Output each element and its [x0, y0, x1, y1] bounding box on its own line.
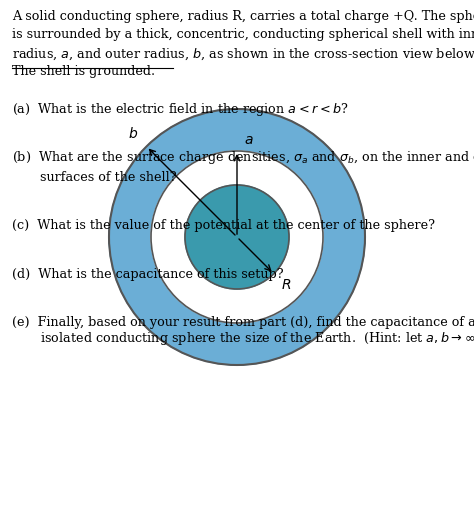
Text: (d)  What is the capacitance of this setup?: (d) What is the capacitance of this setu…: [12, 268, 283, 281]
Circle shape: [109, 109, 365, 365]
Text: isolated conducting sphere the size of the Earth.  (Hint: let $a, b \rightarrow : isolated conducting sphere the size of t…: [12, 330, 474, 347]
Text: radius, $a$, and outer radius, $b$, as shown in the cross-section view below.: radius, $a$, and outer radius, $b$, as s…: [12, 47, 474, 63]
Text: The shell is grounded.: The shell is grounded.: [12, 66, 155, 78]
Text: surfaces of the shell?: surfaces of the shell?: [12, 171, 177, 184]
Text: is surrounded by a thick, concentric, conducting spherical shell with inner: is surrounded by a thick, concentric, co…: [12, 29, 474, 42]
Circle shape: [185, 185, 289, 289]
Text: A solid conducting sphere, radius R, carries a total charge +Q. The sphere: A solid conducting sphere, radius R, car…: [12, 10, 474, 23]
Text: (c)  What is the value of the potential at the center of the sphere?: (c) What is the value of the potential a…: [12, 219, 435, 233]
Text: (a)  What is the electric field in the region $a < r < b$?: (a) What is the electric field in the re…: [12, 101, 348, 118]
Circle shape: [109, 109, 365, 365]
Circle shape: [151, 151, 323, 323]
Text: $b$: $b$: [128, 127, 138, 142]
Text: (e)  Finally, based on your result from part (d), find the capacitance of an: (e) Finally, based on your result from p…: [12, 317, 474, 329]
Text: $R$: $R$: [281, 278, 291, 292]
Text: (b)  What are the surface charge densities, $\sigma_a$ and $\sigma_b$, on the in: (b) What are the surface charge densitie…: [12, 150, 474, 166]
Text: $a$: $a$: [244, 133, 254, 147]
